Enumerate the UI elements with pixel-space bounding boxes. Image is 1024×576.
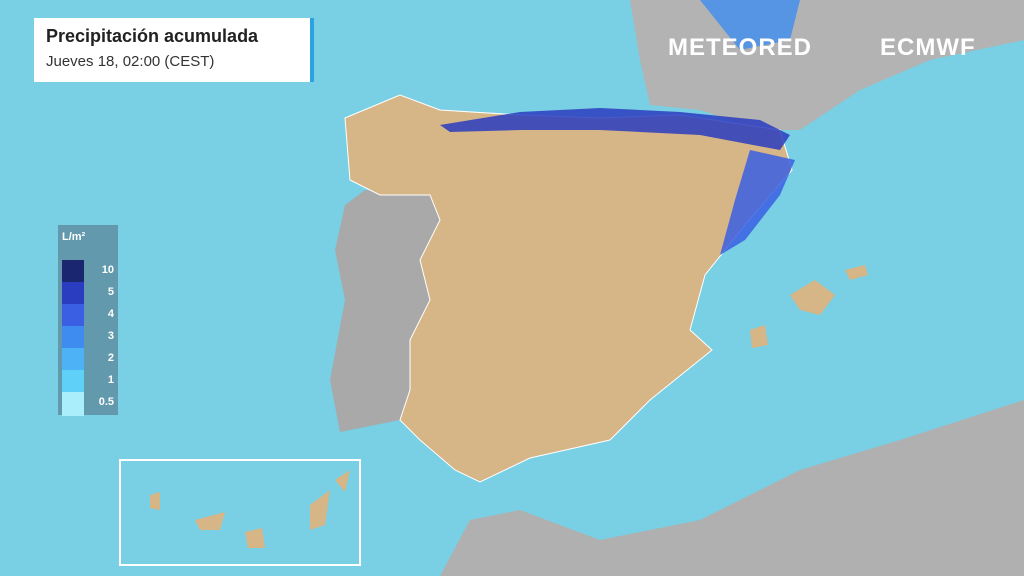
legend-swatch	[62, 392, 84, 416]
legend-unit: L/m²	[62, 231, 86, 243]
legend-label: 0.5	[98, 396, 114, 408]
legend-swatch	[62, 260, 84, 284]
legend-label: 5	[107, 286, 114, 298]
legend: L/m² 10 5 4 3 2 1 0.5	[58, 225, 118, 416]
france	[630, 0, 1024, 130]
legend-swatch	[62, 304, 84, 328]
title: Precipitación acumulada	[46, 26, 259, 46]
legend-label: 4	[107, 308, 114, 320]
legend-label: 3	[107, 330, 114, 342]
ibiza	[750, 325, 768, 348]
rain-top	[700, 0, 800, 50]
menorca	[845, 265, 868, 280]
legend-label: 1	[107, 374, 114, 386]
portugal	[330, 190, 440, 432]
africa	[440, 400, 1024, 576]
rain-east	[720, 150, 795, 255]
subtitle: Jueves 18, 02:00 (CEST)	[46, 53, 215, 70]
canary-islands	[150, 470, 350, 548]
logo-meteored: METEORED	[668, 34, 813, 61]
legend-swatch	[62, 370, 84, 394]
legend-swatch	[62, 348, 84, 372]
legend-swatch	[62, 326, 84, 350]
legend-label: 10	[101, 264, 114, 276]
rain-north	[440, 108, 790, 150]
canary-inset	[119, 459, 361, 566]
legend-swatch	[62, 282, 84, 306]
header: Precipitación acumulada Jueves 18, 02:00…	[34, 18, 314, 82]
mallorca	[790, 280, 835, 315]
logo-ecmwf: ECMWF	[880, 34, 976, 61]
legend-label: 2	[107, 352, 114, 364]
